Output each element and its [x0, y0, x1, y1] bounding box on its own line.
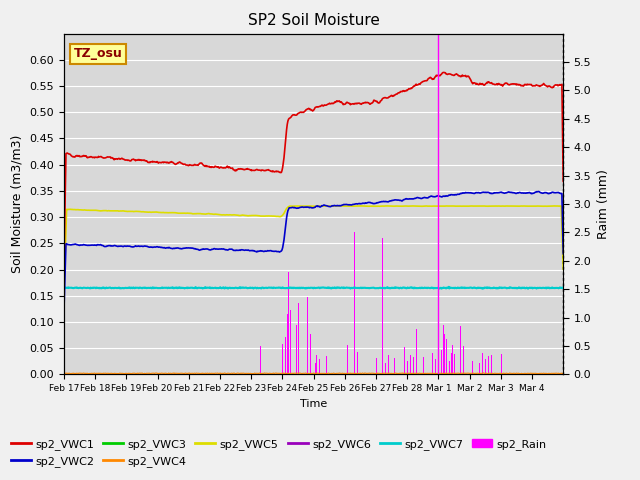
sp2_VWC7: [211, 285, 218, 291]
sp2_VWC1: [393, 91, 401, 97]
sp2_VWC7: [559, 285, 567, 290]
sp2_VWC4: [365, 370, 373, 376]
sp2_VWC1: [236, 166, 243, 172]
sp2_VWC5: [394, 203, 401, 209]
sp2_VWC5: [236, 213, 243, 218]
Line: sp2_VWC1: sp2_VWC1: [64, 72, 563, 264]
sp2_VWC7: [119, 285, 127, 291]
sp2_VWC1: [559, 179, 567, 184]
sp2_VWC2: [60, 306, 68, 312]
sp2_VWC4: [60, 371, 68, 376]
sp2_VWC1: [440, 70, 448, 75]
Y-axis label: Soil Moisture (m3/m3): Soil Moisture (m3/m3): [11, 135, 24, 273]
Line: sp2_VWC5: sp2_VWC5: [64, 206, 563, 292]
Legend: sp2_VWC1, sp2_VWC2, sp2_VWC3, sp2_VWC4, sp2_VWC5, sp2_VWC6, sp2_VWC7, sp2_Rain: sp2_VWC1, sp2_VWC2, sp2_VWC3, sp2_VWC4, …: [6, 435, 551, 471]
sp2_VWC4: [479, 370, 487, 376]
sp2_VWC4: [254, 371, 262, 376]
sp2_VWC1: [60, 261, 68, 267]
sp2_VWC2: [534, 189, 542, 194]
sp2_VWC7: [445, 284, 452, 290]
sp2_VWC4: [394, 371, 401, 376]
sp2_VWC4: [119, 371, 127, 376]
sp2_VWC7: [236, 285, 243, 291]
sp2_VWC5: [365, 204, 373, 209]
sp2_VWC7: [365, 285, 372, 291]
sp2_VWC2: [254, 249, 262, 254]
sp2_VWC5: [254, 213, 262, 218]
sp2_VWC2: [211, 246, 218, 252]
sp2_VWC2: [393, 197, 401, 203]
sp2_VWC5: [119, 208, 127, 214]
sp2_VWC4: [559, 371, 567, 376]
sp2_VWC7: [479, 286, 486, 291]
Text: TZ_osu: TZ_osu: [74, 48, 123, 60]
sp2_VWC5: [559, 266, 567, 272]
sp2_VWC1: [254, 167, 262, 173]
sp2_VWC7: [393, 285, 401, 290]
sp2_VWC1: [119, 156, 127, 162]
sp2_VWC2: [365, 200, 372, 205]
sp2_VWC2: [119, 243, 127, 249]
sp2_VWC5: [60, 289, 68, 295]
sp2_VWC1: [211, 164, 218, 170]
sp2_VWC4: [236, 371, 243, 376]
sp2_VWC7: [60, 285, 68, 290]
sp2_VWC2: [559, 251, 567, 257]
Line: sp2_VWC7: sp2_VWC7: [64, 287, 563, 288]
sp2_VWC2: [236, 247, 243, 253]
Line: sp2_VWC4: sp2_VWC4: [64, 373, 563, 374]
sp2_VWC1: [365, 100, 372, 106]
sp2_VWC4: [211, 371, 218, 376]
sp2_VWC7: [254, 285, 262, 291]
Title: SP2 Soil Moisture: SP2 Soil Moisture: [248, 13, 380, 28]
Y-axis label: Raim (mm): Raim (mm): [597, 169, 610, 239]
Line: sp2_VWC2: sp2_VWC2: [64, 192, 563, 309]
sp2_VWC4: [308, 371, 316, 377]
sp2_VWC5: [337, 203, 344, 209]
sp2_VWC5: [211, 211, 218, 217]
X-axis label: Time: Time: [300, 399, 327, 408]
